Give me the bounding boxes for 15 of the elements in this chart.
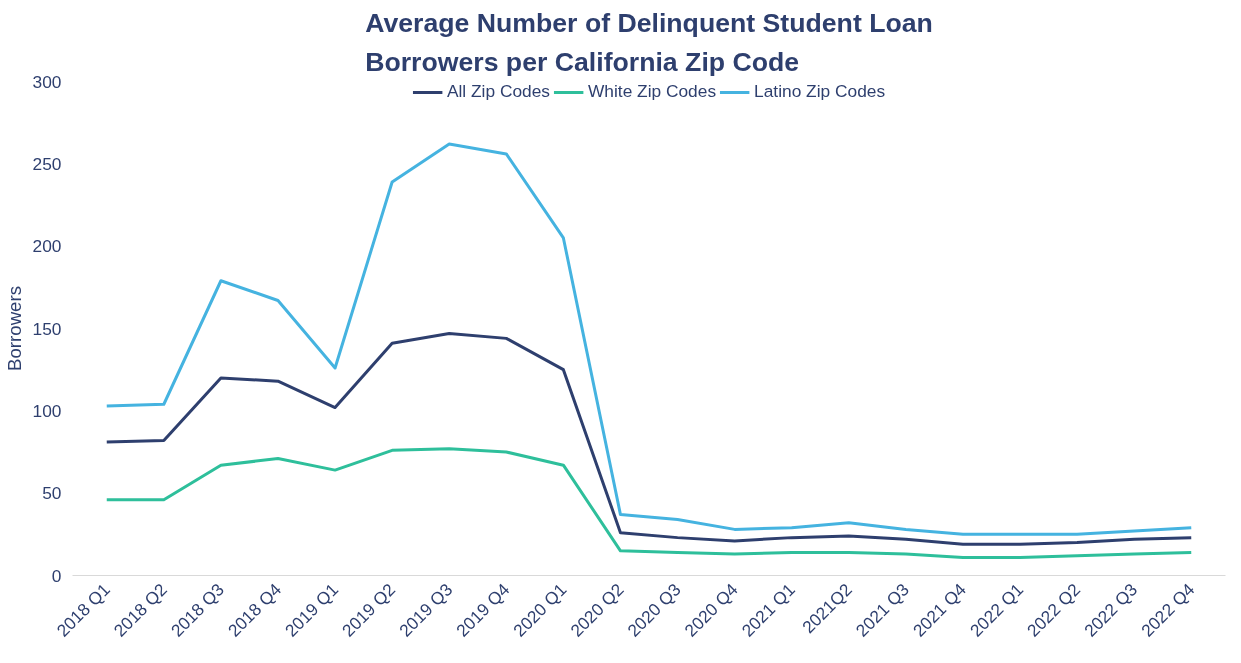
y-tick-label: 200: [32, 236, 62, 257]
line-series: [105, 331, 1193, 546]
line-series: [105, 142, 1193, 536]
y-tick-label: 100: [32, 400, 62, 421]
legend-label: All Zip Codes: [446, 81, 550, 102]
y-tick-label: 150: [32, 318, 62, 339]
chart-title: Average Number of Delinquent Student Loan Borrowers per California Zip Code: [365, 7, 933, 77]
y-tick-label: 0: [51, 565, 62, 586]
y-tick-label: 300: [32, 71, 62, 92]
y-axis-title: Borrowers: [3, 285, 25, 371]
y-tick-label: 50: [42, 483, 62, 504]
legend-label: White Zip Codes: [587, 81, 717, 102]
line-series: [105, 447, 1193, 559]
legend-label: Latino Zip Codes: [754, 81, 886, 102]
y-tick-label: 250: [32, 153, 62, 174]
